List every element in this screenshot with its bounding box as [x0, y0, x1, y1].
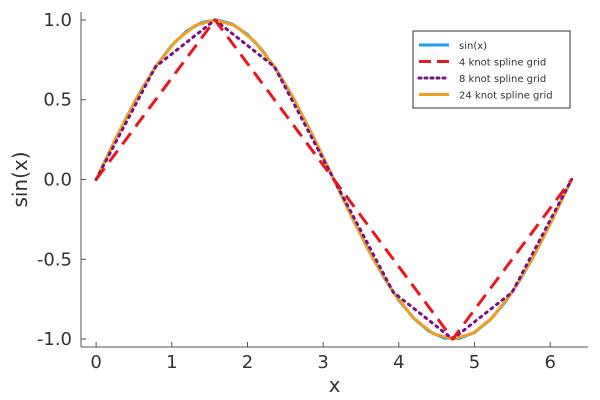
axes: 0 1 2 3 4 5 6 -1.0 -0.5 0.0 0.5 1.0	[37, 10, 588, 373]
legend-label: 24 knot spline grid	[459, 91, 553, 102]
y-axis-label: sin(x)	[8, 151, 32, 207]
legend-label: 8 knot spline grid	[459, 74, 546, 85]
y-ticks: -1.0 -0.5 0.0 0.5 1.0	[37, 10, 86, 350]
x-tick-label: 5	[469, 352, 480, 373]
legend-label: 4 knot spline grid	[459, 58, 546, 69]
x-tick-label: 6	[544, 352, 555, 373]
y-tick-label: 0.5	[43, 90, 72, 111]
x-tick-label: 2	[242, 352, 253, 373]
y-tick-label: -1.0	[37, 329, 72, 350]
y-tick-label: 0.0	[43, 170, 72, 191]
legend-label: sin(x)	[459, 41, 487, 52]
series-layer	[94, 18, 574, 341]
series-line-4-knot-spline-grid	[94, 18, 573, 341]
x-tick-label: 4	[393, 352, 404, 373]
x-ticks: 0 1 2 3 4 5 6	[90, 342, 556, 373]
legend: sin(x) 4 knot spline grid 8 knot spline gr…	[412, 30, 571, 109]
legend-items: sin(x) 4 knot spline grid 8 knot spline gr…	[417, 41, 553, 102]
y-tick-label: -0.5	[37, 249, 72, 270]
x-tick-label: 0	[90, 352, 101, 373]
x-axis-label: x	[329, 373, 341, 397]
x-tick-label: 3	[317, 352, 328, 373]
x-tick-label: 1	[166, 352, 177, 373]
y-tick-label: 1.0	[43, 10, 72, 31]
